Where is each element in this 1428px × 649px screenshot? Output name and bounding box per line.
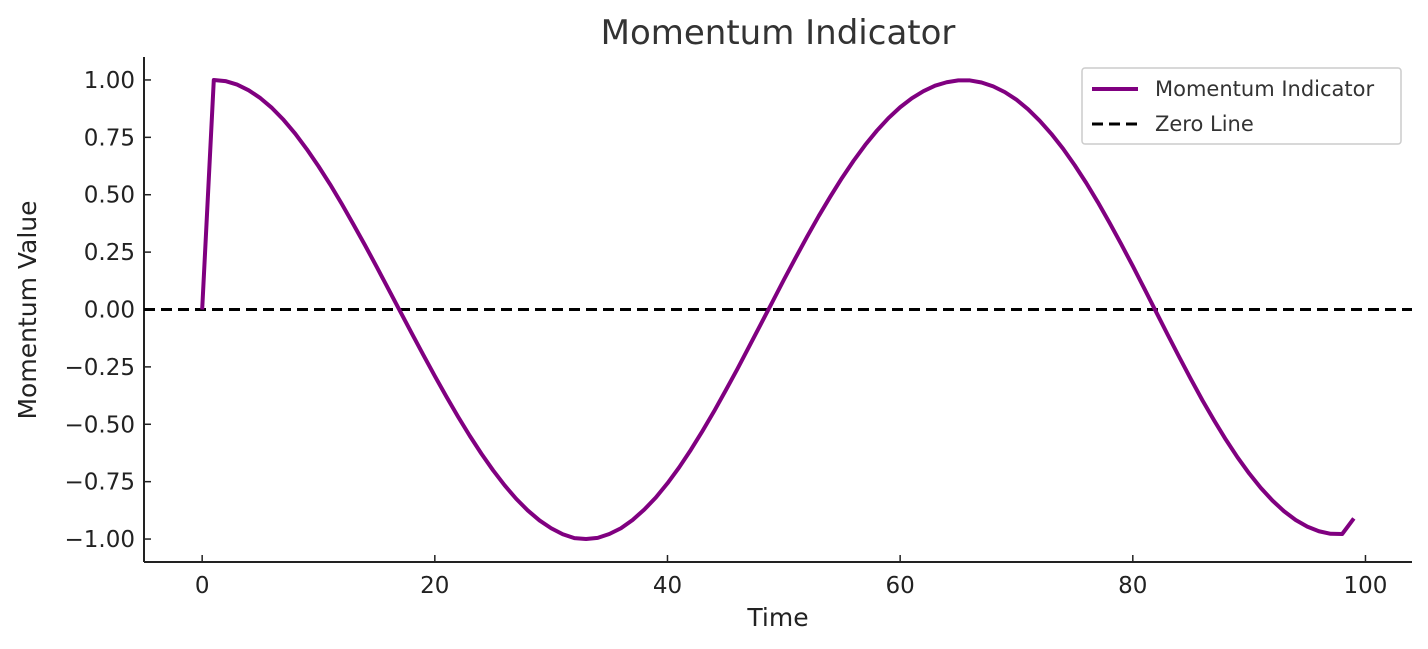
y-tick-label: 0.25	[84, 240, 135, 266]
chart-title: Momentum Indicator	[601, 13, 956, 53]
x-tick-label: 100	[1344, 573, 1388, 599]
x-tick-label: 40	[653, 573, 682, 599]
y-tick-label: −0.75	[65, 470, 135, 496]
legend-label-momentum: Momentum Indicator	[1155, 77, 1374, 101]
chart-lines	[144, 77, 1412, 542]
x-tick-label: 80	[1118, 573, 1147, 599]
y-tick-label: −0.50	[65, 412, 135, 438]
series-momentum-line	[200, 77, 1356, 542]
y-tick-label: 1.00	[84, 68, 135, 94]
y-tick-label: 0.00	[84, 298, 135, 324]
x-tick-label: 20	[420, 573, 449, 599]
y-tick-label: −1.00	[65, 527, 135, 553]
axis-ticks: 0 20 40 60 80 100 1.00 0.75 0.50 0.25 0.00 −0.25 −0.…	[65, 68, 1388, 599]
legend-label-zero-line: Zero Line	[1155, 112, 1254, 136]
chart-legend: Momentum Indicator Zero Line	[1081, 67, 1402, 145]
plot-area: 0 20 40 60 80 100 1.00 0.75 0.50 0.25 0.00 −0.25 −0.…	[65, 57, 1412, 599]
y-axis-label: Momentum Value	[13, 200, 42, 419]
y-tick-label: 0.50	[84, 183, 135, 209]
y-tick-label: −0.25	[65, 355, 135, 381]
legend-box	[1081, 67, 1402, 145]
y-tick-label: 0.75	[84, 125, 135, 151]
x-tick-label: 60	[886, 573, 915, 599]
x-axis-label: Time	[746, 603, 808, 632]
x-tick-label: 0	[195, 573, 210, 599]
